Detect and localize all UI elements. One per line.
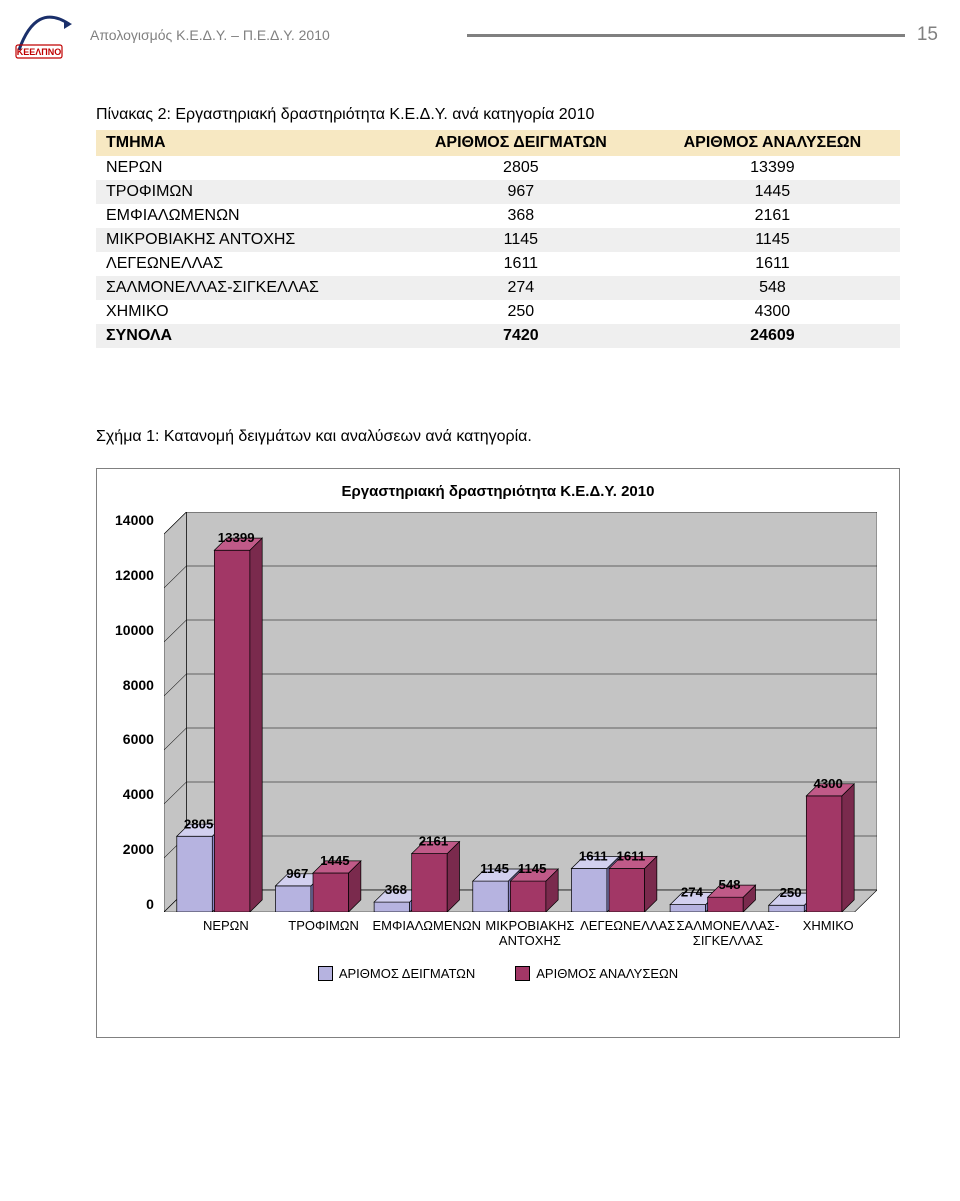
legend-item: ΑΡΙΘΜΟΣ ΑΝΑΛΥΣΕΩΝ xyxy=(515,966,678,981)
chart-y-axis: 14000 12000 10000 8000 6000 4000 2000 0 xyxy=(115,512,160,912)
legend-label: ΑΡΙΘΜΟΣ ΔΕΙΓΜΑΤΩΝ xyxy=(339,966,475,981)
table-cell: ΕΜΦΙΑΛΩΜΕΝΩΝ xyxy=(96,204,397,228)
svg-text:250: 250 xyxy=(780,885,802,900)
svg-text:4300: 4300 xyxy=(813,776,842,791)
table-row: ΕΜΦΙΑΛΩΜΕΝΩΝ3682161 xyxy=(96,204,900,228)
table-cell: 967 xyxy=(397,180,645,204)
svg-text:274: 274 xyxy=(681,885,704,900)
svg-text:1611: 1611 xyxy=(579,849,608,864)
y-tick-label: 0 xyxy=(146,896,154,912)
page-header: ΚΕΕΛΠΝΟ Απολογισμός Κ.Ε.Δ.Υ. – Π.Ε.Δ.Υ. … xyxy=(0,0,960,66)
table-cell: 274 xyxy=(397,276,645,300)
table-cell: 2161 xyxy=(645,204,900,228)
table-cell: 368 xyxy=(397,204,645,228)
x-tick-label: ΧΗΜΙΚΟ xyxy=(779,912,877,948)
chart-container: Εργαστηριακή δραστηριότητα Κ.Ε.Δ.Υ. 2010… xyxy=(96,468,900,1038)
chart-title: Εργαστηριακή δραστηριότητα Κ.Ε.Δ.Υ. 2010 xyxy=(115,483,881,500)
header-rule xyxy=(467,34,905,37)
x-tick-label: ΕΜΦΙΑΛΩΜΕΝΩΝ xyxy=(372,912,481,948)
header-title: Απολογισμός Κ.Ε.Δ.Υ. – Π.Ε.Δ.Υ. 2010 xyxy=(90,27,455,43)
table-cell: 4300 xyxy=(645,300,900,324)
table-cell: ΛΕΓΕΩΝΕΛΛΑΣ xyxy=(96,252,397,276)
legend-swatch xyxy=(318,966,333,981)
table-cell: 1611 xyxy=(397,252,645,276)
col-header: ΑΡΙΘΜΟΣ ΔΕΙΓΜΑΤΩΝ xyxy=(397,130,645,156)
table-cell: 2805 xyxy=(397,156,645,180)
table-cell: 1445 xyxy=(645,180,900,204)
x-tick-label: ΣΑΛΜΟΝΕΛΛΑΣ- ΣΙΓΚΕΛΛΑΣ xyxy=(677,912,780,948)
table-cell: 1145 xyxy=(645,228,900,252)
table-cell: 7420 xyxy=(397,324,645,348)
x-tick-label: ΛΕΓΕΩΝΕΛΛΑΣ xyxy=(579,912,677,948)
y-tick-label: 10000 xyxy=(115,622,154,638)
col-header: ΑΡΙΘΜΟΣ ΑΝΑΛΥΣΕΩΝ xyxy=(645,130,900,156)
col-header: ΤΜΗΜΑ xyxy=(96,130,397,156)
table-row: ΣΑΛΜΟΝΕΛΛΑΣ-ΣΙΓΚΕΛΛΑΣ274548 xyxy=(96,276,900,300)
svg-text:1145: 1145 xyxy=(518,861,547,876)
svg-text:2161: 2161 xyxy=(419,834,448,849)
table-row: ΧΗΜΙΚΟ2504300 xyxy=(96,300,900,324)
table-cell: ΣΥΝΟΛΑ xyxy=(96,324,397,348)
chart-plot-area: 2805 13399 967 1445 368 2161 1145 1145 1611 1611 2… xyxy=(164,512,877,912)
svg-text:368: 368 xyxy=(385,882,407,897)
table-cell: ΤΡΟΦΙΜΩΝ xyxy=(96,180,397,204)
table-caption: Πίνακας 2: Εργαστηριακή δραστηριότητα Κ.… xyxy=(96,106,900,124)
table-cell: ΜΙΚΡΟΒΙΑΚΗΣ ΑΝΤΟΧΗΣ xyxy=(96,228,397,252)
table-row: ΝΕΡΩΝ280513399 xyxy=(96,156,900,180)
svg-text:548: 548 xyxy=(718,877,740,892)
logo-keelpno: ΚΕΕΛΠΝΟ xyxy=(14,10,74,60)
y-tick-label: 8000 xyxy=(123,677,154,693)
table-cell: 250 xyxy=(397,300,645,324)
table-row: ΜΙΚΡΟΒΙΑΚΗΣ ΑΝΤΟΧΗΣ11451145 xyxy=(96,228,900,252)
table-header-row: ΤΜΗΜΑ ΑΡΙΘΜΟΣ ΔΕΙΓΜΑΤΩΝ ΑΡΙΘΜΟΣ ΑΝΑΛΥΣΕΩ… xyxy=(96,130,900,156)
table-row: ΤΡΟΦΙΜΩΝ9671445 xyxy=(96,180,900,204)
legend-label: ΑΡΙΘΜΟΣ ΑΝΑΛΥΣΕΩΝ xyxy=(536,966,678,981)
x-tick-label: ΤΡΟΦΙΜΩΝ xyxy=(275,912,373,948)
y-tick-label: 2000 xyxy=(123,841,154,857)
table-cell: 1611 xyxy=(645,252,900,276)
table-cell: ΧΗΜΙΚΟ xyxy=(96,300,397,324)
chart-x-axis: ΝΕΡΩΝΤΡΟΦΙΜΩΝΕΜΦΙΑΛΩΜΕΝΩΝΜΙΚΡΟΒΙΑΚΗΣ ΑΝΤ… xyxy=(177,912,877,948)
table-cell: 1145 xyxy=(397,228,645,252)
table-cell: 24609 xyxy=(645,324,900,348)
table-total-row: ΣΥΝΟΛΑ742024609 xyxy=(96,324,900,348)
svg-text:1611: 1611 xyxy=(616,849,645,864)
x-tick-label: ΜΙΚΡΟΒΙΑΚΗΣ ΑΝΤΟΧΗΣ xyxy=(481,912,579,948)
y-tick-label: 12000 xyxy=(115,567,154,583)
chart-legend: ΑΡΙΘΜΟΣ ΔΕΙΓΜΑΤΩΝ ΑΡΙΘΜΟΣ ΑΝΑΛΥΣΕΩΝ xyxy=(115,966,881,981)
svg-text:1145: 1145 xyxy=(480,861,509,876)
x-tick-label: ΝΕΡΩΝ xyxy=(177,912,275,948)
svg-text:967: 967 xyxy=(286,866,308,881)
page-number: 15 xyxy=(917,24,938,46)
y-tick-label: 6000 xyxy=(123,731,154,747)
table-row: ΛΕΓΕΩΝΕΛΛΑΣ16111611 xyxy=(96,252,900,276)
y-tick-label: 4000 xyxy=(123,786,154,802)
svg-text:ΚΕΕΛΠΝΟ: ΚΕΕΛΠΝΟ xyxy=(17,47,62,57)
table-cell: 548 xyxy=(645,276,900,300)
svg-text:13399: 13399 xyxy=(218,530,255,545)
figure-caption: Σχήμα 1: Κατανομή δειγμάτων και αναλύσεω… xyxy=(96,428,900,446)
legend-item: ΑΡΙΘΜΟΣ ΔΕΙΓΜΑΤΩΝ xyxy=(318,966,475,981)
data-table: ΤΜΗΜΑ ΑΡΙΘΜΟΣ ΔΕΙΓΜΑΤΩΝ ΑΡΙΘΜΟΣ ΑΝΑΛΥΣΕΩ… xyxy=(96,130,900,348)
y-tick-label: 14000 xyxy=(115,512,154,528)
table-cell: ΝΕΡΩΝ xyxy=(96,156,397,180)
svg-text:2805: 2805 xyxy=(184,816,213,831)
legend-swatch xyxy=(515,966,530,981)
table-cell: ΣΑΛΜΟΝΕΛΛΑΣ-ΣΙΓΚΕΛΛΑΣ xyxy=(96,276,397,300)
svg-text:1445: 1445 xyxy=(320,853,349,868)
table-cell: 13399 xyxy=(645,156,900,180)
